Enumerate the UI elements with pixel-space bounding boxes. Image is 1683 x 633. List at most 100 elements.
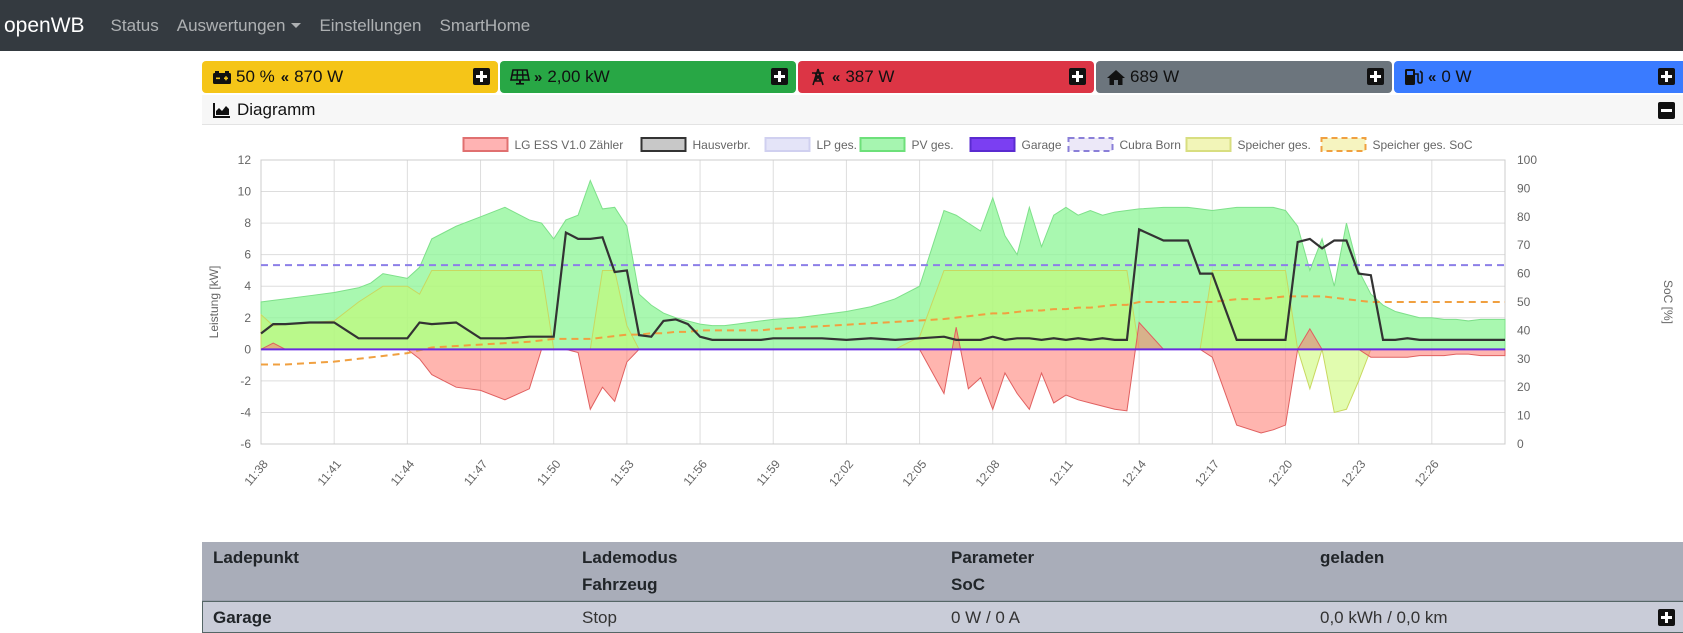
- series-house-line: [260, 227, 1505, 341]
- y-axis-title: Leistung [kW]: [207, 266, 221, 339]
- nav-auswertungen-dropdown[interactable]: Auswertungen: [177, 16, 302, 36]
- x-tick-label: 11:44: [388, 457, 418, 489]
- y-tick-label: -6: [240, 437, 251, 451]
- home-icon: [1106, 68, 1126, 86]
- row-expand-icon[interactable]: [1658, 609, 1675, 626]
- pv-expand-icon[interactable]: [771, 68, 788, 85]
- row-chargepoint-name: Garage: [213, 608, 272, 627]
- x-tick-label: 12:05: [899, 457, 929, 489]
- legend-label: LP ges.: [817, 138, 857, 152]
- y2-tick-label: 80: [1517, 210, 1531, 224]
- legend-label: Cubra Born: [1120, 138, 1181, 152]
- y2-tick-label: 0: [1517, 437, 1524, 451]
- battery-icon: [212, 68, 232, 86]
- x-tick-label: 11:56: [680, 457, 710, 489]
- nav-smarthome[interactable]: SmartHome: [439, 15, 531, 35]
- pv-power: 2,00 kW: [547, 67, 610, 86]
- chargepoints-tile[interactable]: « 0 W: [1394, 61, 1683, 93]
- table-header: Ladepunkt Lademodus Fahrzeug Parameter S…: [202, 542, 1683, 601]
- battery-soc: 50 %: [236, 67, 275, 86]
- series-storage-area: [260, 269, 1505, 414]
- x-tick-label: 12:17: [1192, 457, 1222, 489]
- nav-einstellungen[interactable]: Einstellungen: [319, 15, 422, 35]
- y-tick-label: 2: [244, 311, 251, 325]
- grid-direction-icon: «: [832, 68, 841, 86]
- legend-label: Speicher ges.: [1238, 138, 1311, 152]
- diagram-header[interactable]: Diagramm: [202, 95, 1683, 125]
- series-pv-area: [260, 179, 1506, 350]
- x-tick-label: 12:20: [1265, 457, 1295, 489]
- x-tick-label: 12:26: [1412, 457, 1442, 489]
- x-tick-label: 11:53: [607, 457, 637, 489]
- header-parameter: Parameter: [951, 548, 1035, 567]
- x-tick-label: 11:50: [534, 457, 564, 489]
- row-charge-mode[interactable]: Stop: [582, 608, 617, 627]
- legend-swatch: [764, 137, 811, 152]
- y2-tick-label: 50: [1517, 295, 1531, 309]
- y2-tick-label: 100: [1517, 153, 1537, 167]
- chargepoints-expand-icon[interactable]: [1658, 68, 1675, 85]
- legend-label: LG ESS V1.0 Zähler: [515, 138, 624, 152]
- header-soc: SoC: [951, 575, 985, 594]
- x-tick-label: 11:59: [754, 457, 784, 489]
- nav-status[interactable]: Status: [110, 15, 159, 35]
- diagram-title: Diagramm: [237, 99, 316, 119]
- y-tick-label: -2: [240, 374, 251, 388]
- chargepoints-power: 0 W: [1441, 67, 1472, 86]
- diagram-collapse-icon[interactable]: [1658, 102, 1675, 119]
- chargepoints-direction-icon: «: [1428, 68, 1437, 86]
- power-chart-svg: 121086420-2-4-6100908070605040302010011:…: [207, 137, 1675, 489]
- battery-power: 870 W: [294, 67, 344, 86]
- navbar: openWB Status Auswertungen Einstellungen…: [0, 0, 1683, 51]
- header-ladepunkt: Ladepunkt: [213, 548, 299, 567]
- brand-logo[interactable]: openWB: [4, 13, 85, 37]
- power-chart: 12 10 8 6 4 2 0 -2 -4 -6 100 90 80 70 60 50 40 30 20 10 0 11:…: [202, 126, 1683, 540]
- pv-direction-icon: »: [534, 68, 543, 86]
- house-tile[interactable]: 689 W: [1096, 61, 1392, 93]
- legend-swatch: [1320, 137, 1367, 152]
- y-tick-label: -4: [240, 405, 251, 419]
- charging-station-icon: [1404, 68, 1424, 86]
- legend-label: Garage: [1022, 138, 1062, 152]
- nav-auswertungen-label: Auswertungen: [176, 15, 286, 35]
- y-tick-label: 4: [244, 279, 251, 293]
- x-tick-label: 11:38: [241, 457, 271, 489]
- legend-swatch: [969, 137, 1016, 152]
- grid-expand-icon[interactable]: [1069, 68, 1086, 85]
- x-tick-label: 11:41: [315, 457, 345, 489]
- y-tick-label: 0: [244, 342, 251, 356]
- y2-tick-label: 10: [1517, 409, 1531, 423]
- grid-power: 387 W: [845, 67, 895, 86]
- x-tick-label: 12:23: [1338, 457, 1368, 489]
- x-tick-label: 12:02: [826, 457, 856, 489]
- row-charged: 0,0 kWh / 0,0 km: [1320, 608, 1448, 627]
- battery-expand-icon[interactable]: [473, 68, 490, 85]
- y2-tick-label: 20: [1517, 380, 1531, 394]
- summary-tiles: 50 % « 870 W » 2,00 kW « 387 W 689 W « 0…: [202, 61, 1683, 93]
- legend-label: Hausverbr.: [693, 138, 751, 152]
- battery-tile[interactable]: 50 % « 870 W: [202, 61, 498, 93]
- legend-swatch: [859, 137, 906, 152]
- legend-swatch: [462, 137, 509, 152]
- grid-tile[interactable]: « 387 W: [798, 61, 1094, 93]
- legend-label: PV ges.: [912, 138, 954, 152]
- battery-direction-icon: «: [280, 68, 290, 86]
- y2-tick-label: 40: [1517, 323, 1531, 337]
- area-chart-icon: [213, 102, 231, 118]
- house-power: 689 W: [1130, 67, 1180, 86]
- pv-tile[interactable]: » 2,00 kW: [500, 61, 796, 93]
- legend-swatch: [1185, 137, 1232, 152]
- header-geladen: geladen: [1320, 548, 1385, 567]
- y2-tick-label: 90: [1517, 181, 1531, 195]
- y2-tick-label: 60: [1517, 267, 1531, 281]
- y2-axis-title: SoC [%]: [1661, 280, 1675, 324]
- solar-panel-icon: [510, 68, 530, 86]
- table-row[interactable]: Garage Stop 0 W / 0 A 0,0 kWh / 0,0 km: [202, 601, 1683, 633]
- row-parameter: 0 W / 0 A: [951, 608, 1020, 627]
- x-tick-label: 12:14: [1119, 457, 1149, 489]
- legend-label: Speicher ges. SoC: [1373, 138, 1473, 152]
- legend-swatch: [640, 137, 687, 152]
- series-storage-soc-line: [261, 295, 1505, 366]
- house-expand-icon[interactable]: [1367, 68, 1384, 85]
- y-tick-label: 6: [244, 248, 251, 262]
